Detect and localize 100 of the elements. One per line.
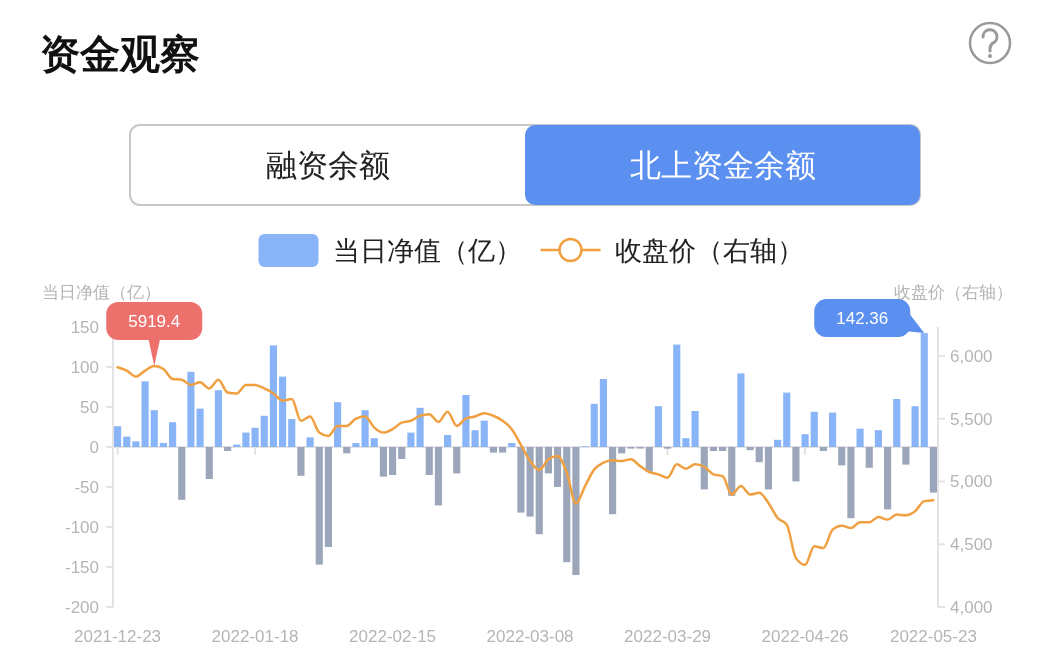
bar bbox=[618, 447, 626, 454]
bar bbox=[416, 407, 424, 447]
x-tick-label: 2022-04-26 bbox=[761, 627, 849, 646]
bar bbox=[132, 441, 140, 447]
bar bbox=[590, 403, 598, 447]
bar bbox=[682, 438, 690, 447]
bar bbox=[178, 447, 186, 500]
y2-tick-label: 4,000 bbox=[950, 598, 993, 617]
bar bbox=[517, 447, 525, 513]
bar bbox=[306, 437, 314, 447]
bar bbox=[572, 447, 580, 575]
x-tick-label: 2022-02-15 bbox=[349, 627, 437, 646]
bar bbox=[159, 443, 167, 447]
bar bbox=[819, 447, 827, 451]
bar bbox=[783, 392, 791, 447]
bar bbox=[269, 345, 277, 447]
bar bbox=[499, 447, 507, 453]
legend-label: 收盘价（右轴） bbox=[614, 236, 804, 266]
y-tick-label: 0 bbox=[89, 438, 99, 457]
y-axis-title: 当日净值（亿） bbox=[42, 283, 161, 302]
x-tick-label: 2022-03-29 bbox=[624, 627, 712, 646]
bar bbox=[324, 447, 332, 547]
y-tick-label: 100 bbox=[70, 358, 99, 377]
y2-tick-label: 5,000 bbox=[950, 472, 993, 492]
bar bbox=[114, 426, 122, 447]
y2-tick-label: 6,000 bbox=[950, 346, 993, 366]
bar bbox=[728, 447, 736, 496]
bar bbox=[251, 427, 259, 447]
x-tick-label: 2021-12-23 bbox=[74, 627, 162, 646]
bar bbox=[609, 447, 617, 515]
y-tick-label: -150 bbox=[64, 558, 99, 577]
bar bbox=[673, 344, 681, 447]
bar bbox=[911, 406, 919, 447]
bar bbox=[755, 447, 763, 463]
bar bbox=[508, 443, 516, 447]
bar bbox=[810, 411, 818, 447]
bar bbox=[929, 447, 937, 493]
bar bbox=[764, 447, 772, 490]
bar bbox=[279, 376, 287, 447]
bar bbox=[150, 410, 158, 447]
bar bbox=[379, 447, 387, 477]
bar bbox=[856, 428, 864, 447]
bar bbox=[554, 447, 562, 487]
bar bbox=[746, 447, 754, 451]
bar bbox=[434, 447, 442, 506]
bar bbox=[489, 447, 497, 453]
bar bbox=[599, 379, 607, 447]
bar bbox=[343, 447, 351, 454]
x-tick-label: 2022-05-23 bbox=[889, 627, 977, 646]
bar bbox=[453, 447, 461, 474]
bar bbox=[893, 399, 901, 447]
bar bbox=[315, 447, 323, 565]
bar bbox=[801, 434, 809, 447]
bar bbox=[425, 447, 433, 475]
bar bbox=[792, 447, 800, 482]
y2-tick-label: 5,500 bbox=[950, 409, 993, 429]
x-tick-label: 2022-01-18 bbox=[211, 627, 299, 646]
chart-title: 资金观察 bbox=[40, 32, 200, 76]
bar bbox=[838, 447, 846, 466]
bar bbox=[370, 438, 378, 447]
bar bbox=[444, 435, 452, 447]
y2-axis-title: 收盘价（右轴） bbox=[894, 283, 1013, 302]
bar bbox=[865, 447, 873, 468]
bar bbox=[480, 420, 488, 447]
bar bbox=[214, 390, 222, 447]
bar bbox=[123, 436, 131, 447]
bar bbox=[874, 430, 882, 447]
bar bbox=[902, 447, 910, 465]
bar bbox=[334, 402, 342, 447]
bar bbox=[691, 411, 699, 447]
bar bbox=[535, 447, 543, 535]
y-tick-label: -100 bbox=[64, 518, 99, 537]
bar bbox=[847, 447, 855, 519]
bar bbox=[737, 373, 745, 447]
bar bbox=[829, 412, 837, 447]
y-tick-label: -50 bbox=[74, 478, 99, 497]
bar bbox=[224, 447, 232, 451]
bar bbox=[288, 419, 296, 447]
bar bbox=[187, 371, 195, 447]
bar bbox=[719, 447, 727, 451]
bar bbox=[774, 439, 782, 447]
y-tick-label: 150 bbox=[70, 318, 99, 337]
line-series bbox=[116, 364, 935, 567]
y-tick-label: 50 bbox=[80, 398, 99, 417]
legend-label: 当日净值（亿） bbox=[332, 236, 522, 266]
text: 北上资金余额 bbox=[629, 148, 816, 183]
bar bbox=[242, 432, 250, 447]
bar bbox=[141, 381, 149, 447]
text: 融资余额 bbox=[265, 148, 390, 183]
y-tick-label: -200 bbox=[64, 598, 99, 617]
bar bbox=[205, 447, 213, 479]
bar bbox=[709, 447, 717, 451]
bar bbox=[526, 447, 534, 517]
bar bbox=[884, 447, 892, 510]
bar bbox=[471, 430, 479, 447]
bar bbox=[462, 395, 470, 447]
bar bbox=[196, 408, 204, 447]
annotation: 5919.4 bbox=[128, 312, 181, 331]
bar bbox=[361, 410, 369, 447]
annotation: 142.36 bbox=[836, 309, 889, 329]
